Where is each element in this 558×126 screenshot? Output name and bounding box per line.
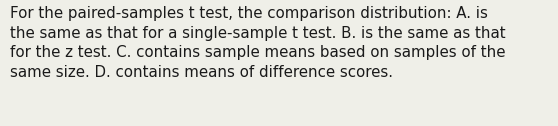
Text: For the paired-samples t test, the comparison distribution: A. is
the same as th: For the paired-samples t test, the compa… bbox=[10, 6, 506, 80]
